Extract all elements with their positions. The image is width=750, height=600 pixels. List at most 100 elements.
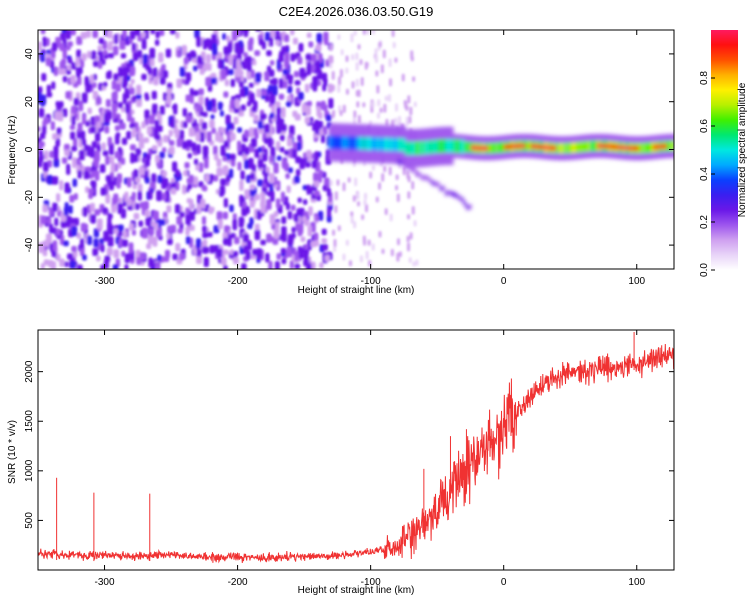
y-tick-label: 2000 xyxy=(24,360,35,383)
spectrogram-cell xyxy=(50,261,57,269)
spectrogram-cell xyxy=(410,167,414,173)
spectrogram-cell xyxy=(404,141,408,155)
spectrogram-cell xyxy=(217,101,223,111)
spectrogram-cell xyxy=(196,144,201,155)
spectrogram-cell xyxy=(269,94,276,104)
spectrogram-cell xyxy=(59,180,64,191)
spectrogram-cell xyxy=(114,125,120,131)
spectrogram-cell xyxy=(332,135,336,150)
spectrogram-cell xyxy=(113,73,119,81)
spectrogram-cell xyxy=(583,141,587,152)
spectrogram-cell xyxy=(261,89,268,96)
spectrogram-cell xyxy=(165,190,170,196)
spectrogram-cell xyxy=(550,145,553,151)
spectrogram-cell xyxy=(472,145,475,150)
spectrogram-cell xyxy=(133,212,140,220)
spectrogram-cell xyxy=(122,230,128,239)
spectrogram-cell xyxy=(270,30,276,38)
spectrogram-cell xyxy=(556,142,559,154)
spectrogram-cell xyxy=(351,81,355,89)
spectrogram-cell xyxy=(106,247,113,256)
spectrogram-cell xyxy=(266,181,271,188)
spectrogram-cell xyxy=(323,104,328,112)
spectrogram-cell xyxy=(269,112,275,119)
spectrogram-cell xyxy=(233,116,239,125)
spectrogram-cell xyxy=(72,157,77,169)
spectrogram-cell xyxy=(345,55,349,63)
spectrogram-cell xyxy=(141,121,146,129)
spectrogram-cell xyxy=(242,233,249,243)
spectrogram-cell xyxy=(148,115,155,125)
spectrogram-cell xyxy=(94,170,100,181)
spectrogram-cell xyxy=(415,171,419,177)
spectrogram-cell xyxy=(222,155,227,162)
spectrogram-cell xyxy=(160,219,166,226)
spectrogram-cell xyxy=(110,162,116,173)
spectrogram-cell xyxy=(88,192,93,200)
snr-panel: -300 -200 -100 0 100 500 1000 1500 2000 Height … xyxy=(7,329,675,596)
spectrogram-cell xyxy=(357,201,361,207)
spectrogram-cell xyxy=(133,52,139,62)
spectrogram-cell xyxy=(245,56,252,63)
spectrogram-cell xyxy=(223,46,230,55)
spectrogram-cell xyxy=(167,238,173,246)
spectrogram-cell xyxy=(72,137,78,147)
spectrogram-cell xyxy=(641,142,644,154)
spectrogram-cell xyxy=(290,204,296,211)
spectrogram-cell xyxy=(311,160,318,169)
colorbar-tick-label: 0.0 xyxy=(699,263,710,277)
spectrogram-cell xyxy=(630,146,633,151)
spectrogram-cell xyxy=(185,72,192,82)
spectrogram-cell xyxy=(654,144,657,150)
spectrogram-cell xyxy=(281,258,287,265)
spectrogram-cell xyxy=(320,134,326,144)
spectrogram-cell xyxy=(626,145,629,151)
spectrogram-cell xyxy=(234,42,240,54)
spectrogram-cell xyxy=(122,66,128,76)
spectrogram-cell xyxy=(332,229,336,236)
spectrogram-cell xyxy=(445,190,448,196)
spectrogram-cell xyxy=(361,136,365,151)
spectrogram-cell xyxy=(55,228,61,236)
spectrogram-cell xyxy=(298,42,304,52)
spectrogram-cell xyxy=(237,161,242,171)
spectrogram-cell xyxy=(260,239,266,246)
spectrogram-cell xyxy=(362,235,366,243)
spectrogram-cell xyxy=(62,108,68,117)
spectrogram-cell xyxy=(371,137,374,151)
spectrogram-cell xyxy=(306,61,312,72)
spectrogram-cell xyxy=(223,140,230,148)
spectrogram-cell xyxy=(337,84,341,93)
spectrogram-cell xyxy=(548,145,551,150)
spectrogram-cell xyxy=(413,167,416,173)
spectrogram-cell xyxy=(527,140,531,152)
spectrogram-cell xyxy=(171,104,178,110)
spectrogram-cell xyxy=(301,216,307,223)
spectrogram-cell xyxy=(415,259,419,266)
spectrogram-cell xyxy=(176,49,181,58)
spectrogram-cell xyxy=(230,158,236,167)
spectrogram-cell xyxy=(281,226,287,237)
spectrogram-cell xyxy=(521,143,524,149)
spectrogram-cell xyxy=(544,145,547,150)
spectrogram-cell xyxy=(275,198,281,209)
spectrogram-cell xyxy=(112,108,117,120)
spectrogram-cell xyxy=(313,180,320,188)
spectrogram-cell xyxy=(144,176,150,184)
spectrogram-cell xyxy=(100,264,105,269)
spectrogram-cell xyxy=(133,153,139,163)
spectrogram-cell xyxy=(239,179,244,191)
spectrogram-cell xyxy=(273,228,280,239)
spectrogram-cell xyxy=(331,84,335,92)
spectrogram-cell xyxy=(187,183,192,190)
spectrogram-cell xyxy=(523,143,526,149)
spectrogram-cell xyxy=(452,139,456,153)
spectrogram-cell xyxy=(492,142,496,154)
spectrogram-cell xyxy=(121,81,127,89)
spectrogram-cell xyxy=(314,190,320,197)
spectrogram-cell xyxy=(353,110,357,118)
spectrogram-cell xyxy=(64,261,69,268)
figure-title: C2E4.2026.036.03.50.G19 xyxy=(279,4,434,19)
spectrogram-cell xyxy=(121,250,126,257)
spectrogram-cell xyxy=(159,151,165,159)
